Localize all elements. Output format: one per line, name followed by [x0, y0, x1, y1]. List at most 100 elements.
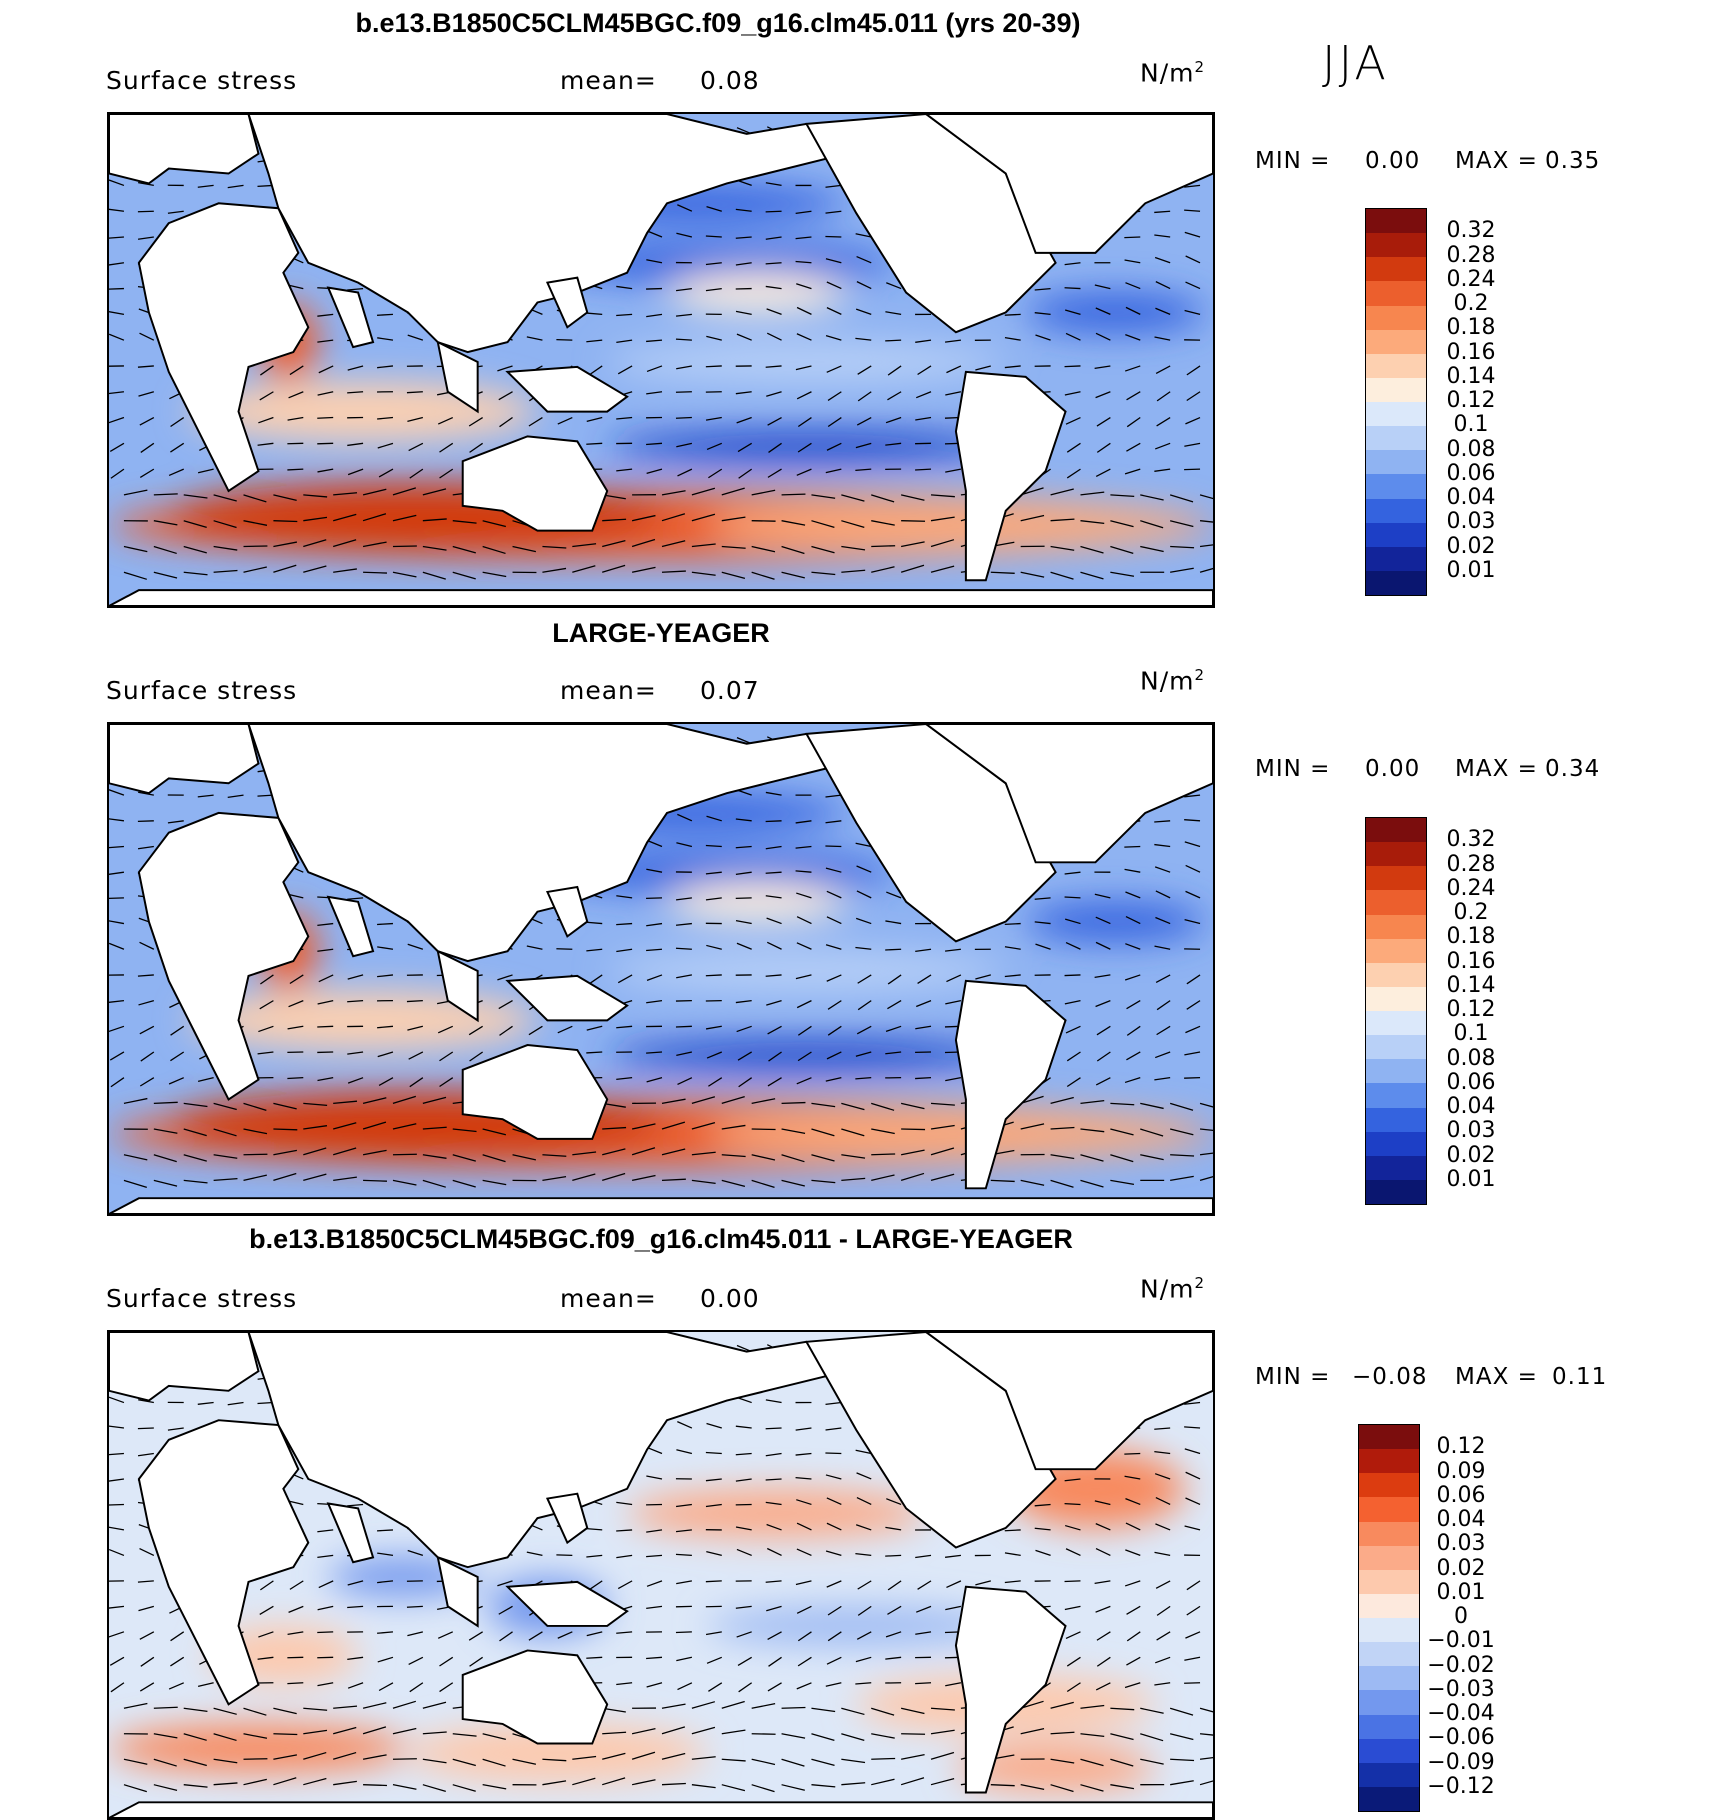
stress-vector — [737, 1051, 753, 1061]
stress-vector — [887, 1000, 902, 1010]
stress-vector — [482, 1733, 507, 1741]
stress-vector — [407, 334, 424, 341]
stress-vector — [856, 1497, 872, 1506]
colorbar-tick-label: 0.01 — [1446, 1166, 1496, 1192]
stress-vector — [646, 259, 663, 264]
stress-vector — [1170, 1154, 1195, 1157]
stress-vector — [1124, 974, 1141, 981]
stress-vector — [1156, 1025, 1171, 1036]
stress-vector — [1169, 1128, 1194, 1136]
stress-vector — [392, 487, 417, 496]
panel3-variable: Surface stress — [106, 1284, 298, 1313]
stress-vector — [795, 1452, 812, 1456]
stress-vector — [735, 310, 752, 316]
stress-vector — [646, 1554, 663, 1558]
stress-vector — [1095, 1605, 1111, 1613]
stress-vector — [677, 204, 693, 212]
stress-vector — [526, 1551, 543, 1557]
stress-vector — [765, 895, 782, 899]
stress-vector — [841, 1707, 865, 1716]
stress-vector — [137, 1580, 154, 1583]
stress-vector — [901, 1733, 926, 1735]
stress-vector — [691, 1784, 716, 1789]
stress-vector — [123, 1784, 147, 1793]
stress-vector — [110, 468, 125, 479]
stress-vector — [1184, 794, 1201, 798]
stress-vector — [512, 545, 537, 553]
stress-vector — [422, 545, 447, 551]
stress-vector — [303, 516, 328, 522]
stress-vector — [885, 339, 902, 342]
stress-vector — [1065, 332, 1081, 341]
stress-vector — [1035, 1549, 1051, 1557]
stress-vector — [705, 1580, 722, 1583]
stress-vector — [213, 1102, 237, 1111]
stress-vector — [855, 917, 872, 925]
stress-vector — [1034, 287, 1051, 291]
stress-vector — [407, 1025, 424, 1031]
stress-vector — [1064, 391, 1081, 396]
stress-vector — [1186, 365, 1201, 376]
stress-vector — [1154, 820, 1171, 823]
stress-vector — [468, 1631, 483, 1641]
colorbar-tick-label: 0.18 — [1446, 924, 1496, 950]
stress-vector — [765, 1427, 782, 1430]
stress-vector — [377, 416, 394, 420]
stress-vector — [765, 871, 782, 874]
stress-vector — [677, 1077, 693, 1086]
stress-vector — [646, 365, 663, 373]
stress-vector — [123, 1154, 148, 1161]
stress-vector — [915, 468, 932, 471]
stress-vector — [751, 1784, 775, 1793]
stress-vector — [738, 468, 753, 479]
stress-vector — [796, 892, 812, 899]
land-mass — [436, 949, 479, 1023]
stress-vector — [736, 333, 752, 341]
stress-vector — [392, 1784, 417, 1790]
stress-vector — [900, 564, 925, 573]
stress-vector — [318, 1580, 334, 1589]
stress-vector — [1184, 1656, 1201, 1661]
stress-vector — [855, 1051, 872, 1057]
stress-vector — [407, 1631, 424, 1637]
colorbar-swatch — [1366, 233, 1426, 258]
stress-vector — [363, 1179, 388, 1182]
stress-vector — [259, 974, 274, 985]
stress-vector — [1020, 1095, 1044, 1104]
colorbar-tick-label: 0.02 — [1446, 533, 1496, 559]
stress-vector — [661, 490, 686, 496]
stress-vector — [1154, 210, 1171, 214]
stress-vector — [1110, 1128, 1134, 1136]
stress-vector — [765, 262, 782, 265]
stress-vector — [735, 1605, 752, 1609]
stress-vector — [572, 1777, 596, 1786]
stress-vector — [197, 1077, 214, 1082]
stress-vector — [1065, 1548, 1081, 1556]
colorbar-tick-label: 0.12 — [1436, 1434, 1486, 1460]
stress-vector — [183, 494, 208, 499]
stress-vector — [1154, 1682, 1171, 1686]
stress-vector — [735, 391, 752, 395]
stress-vector — [452, 1179, 476, 1188]
stress-vector — [617, 974, 633, 984]
stress-vector — [243, 1733, 268, 1739]
stress-vector — [855, 468, 872, 471]
stress-vector — [139, 1025, 155, 1035]
stress-vector — [646, 313, 663, 318]
stress-vector — [347, 999, 364, 1003]
stress-vector — [825, 210, 842, 214]
stress-vector — [243, 566, 267, 573]
stress-vector — [1125, 943, 1141, 950]
stress-vector — [646, 1656, 663, 1660]
stress-vector — [1096, 1025, 1111, 1036]
field-blob — [627, 1488, 927, 1538]
stress-vector — [795, 974, 812, 980]
stress-vector — [796, 283, 812, 290]
stress-vector — [721, 1758, 746, 1762]
stress-vector — [498, 1000, 513, 1010]
stress-vector — [661, 1703, 686, 1709]
stress-vector — [452, 520, 477, 524]
colorbar-tick-label: 0.01 — [1436, 1579, 1486, 1605]
stress-vector — [1080, 1154, 1104, 1162]
panel3-mean-value: 0.00 — [700, 1284, 760, 1313]
